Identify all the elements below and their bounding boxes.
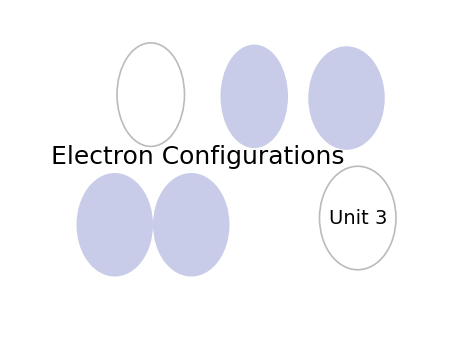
Ellipse shape (320, 166, 396, 270)
Text: Electron Configurations: Electron Configurations (51, 145, 345, 169)
Text: Unit 3: Unit 3 (328, 209, 387, 227)
Ellipse shape (76, 173, 153, 276)
Ellipse shape (117, 43, 184, 146)
Ellipse shape (220, 45, 288, 148)
Ellipse shape (308, 46, 385, 150)
Ellipse shape (153, 173, 230, 276)
